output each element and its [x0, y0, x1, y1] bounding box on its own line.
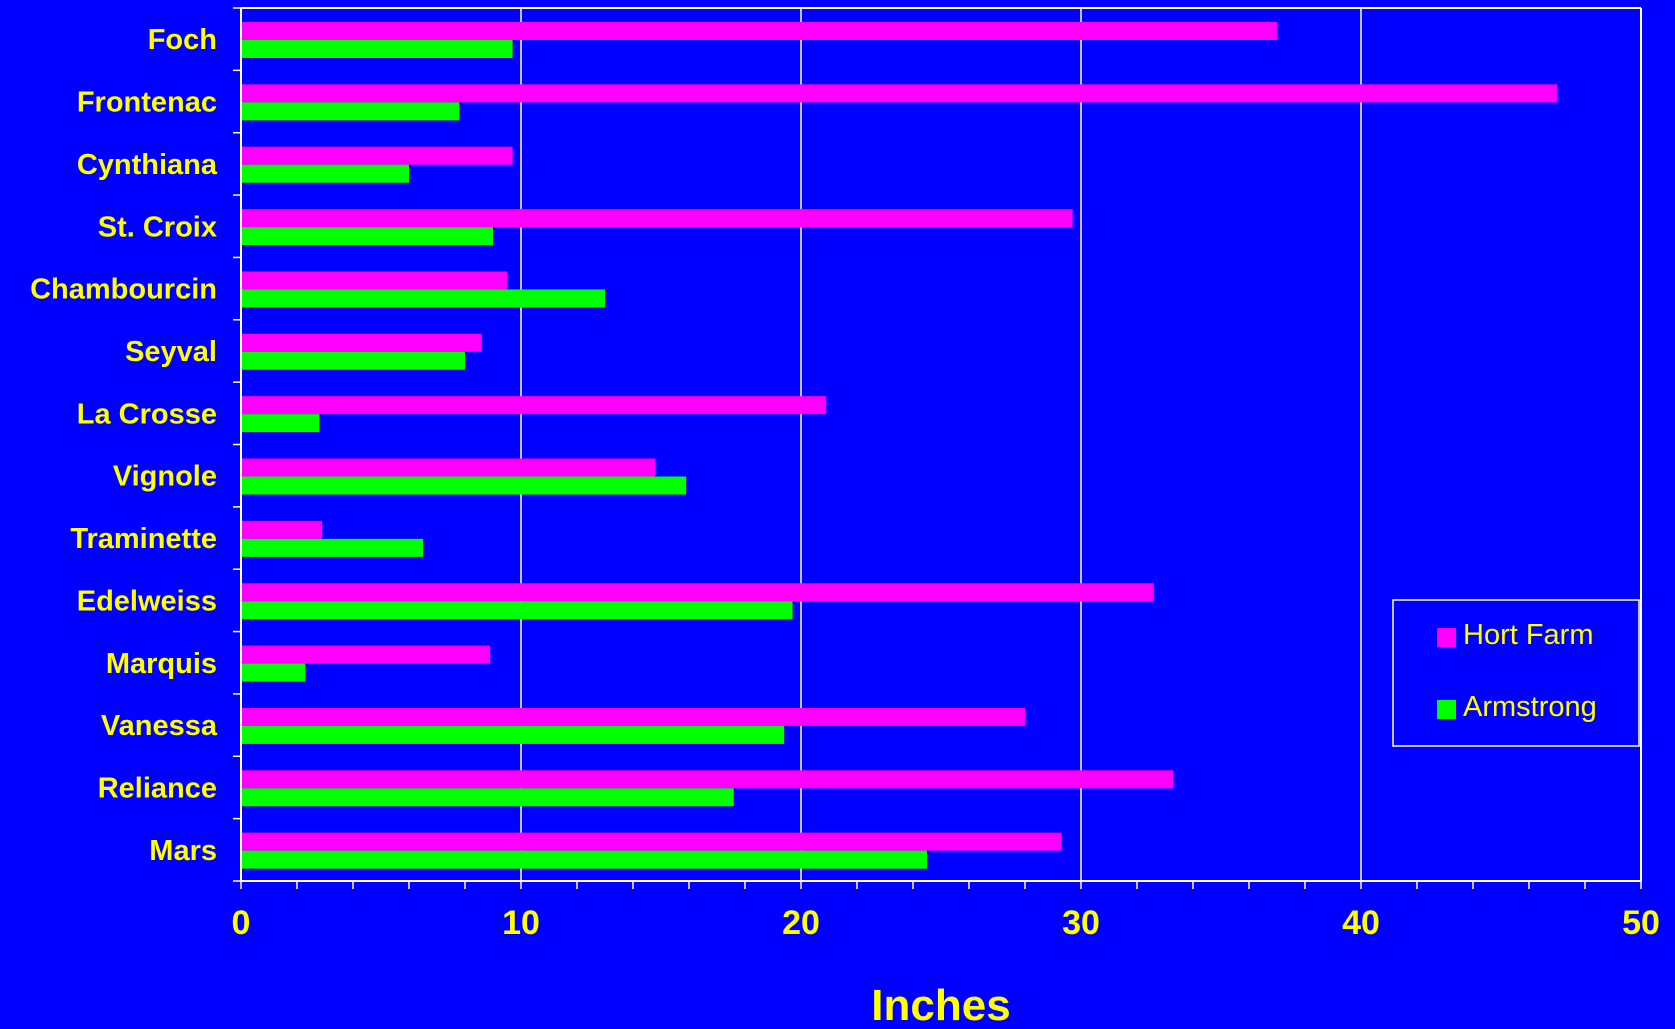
- category-labels: Foch Frontenac Cynthiana St. Croix Chambourc…: [30, 24, 218, 867]
- gridlines: [520, 8, 1642, 881]
- x-axis-title: Inches: [871, 981, 1010, 1029]
- bar-armstrong: [241, 601, 793, 620]
- bar-hort-farm: [241, 458, 656, 477]
- bar-hort-farm: [241, 396, 827, 415]
- bar-hort-farm: [241, 645, 491, 664]
- bar-armstrong: [241, 351, 465, 370]
- bar-armstrong: [241, 289, 605, 308]
- x-tick-label: 0: [232, 904, 251, 942]
- bar-hort-farm: [241, 22, 1277, 40]
- category-label: Cynthiana: [77, 149, 218, 181]
- bar-armstrong: [241, 414, 320, 433]
- category-label: Seyval: [125, 336, 217, 368]
- bar-armstrong: [241, 164, 409, 183]
- bar-armstrong: [241, 476, 687, 495]
- legend-swatch: [1437, 628, 1456, 647]
- bar-hort-farm: [241, 84, 1557, 103]
- legend-label: Armstrong: [1463, 691, 1597, 723]
- bar-armstrong: [241, 40, 513, 58]
- x-tick-label: 40: [1342, 904, 1380, 942]
- bar-hort-farm: [241, 520, 323, 539]
- bar-armstrong: [241, 725, 785, 744]
- category-label: Chambourcin: [30, 274, 217, 306]
- category-label: Traminette: [70, 523, 217, 555]
- legend-label: Hort Farm: [1463, 619, 1594, 651]
- bar-armstrong: [241, 850, 927, 869]
- bar-armstrong: [241, 102, 460, 121]
- bar-hort-farm: [241, 333, 482, 352]
- bar-hort-farm: [241, 209, 1073, 228]
- category-label: Vanessa: [101, 710, 218, 742]
- category-label: Foch: [148, 24, 217, 56]
- bar-hort-farm: [241, 583, 1154, 602]
- bar-hort-farm: [241, 707, 1025, 726]
- bar-armstrong: [241, 538, 423, 557]
- category-label: Vignole: [113, 461, 217, 493]
- bar-armstrong: [241, 788, 734, 807]
- legend: Hort Farm Armstrong: [1392, 599, 1640, 747]
- x-tick-label: 20: [782, 904, 820, 942]
- bar-hort-farm: [241, 832, 1062, 851]
- bar-armstrong: [241, 227, 493, 246]
- category-label: St. Croix: [98, 211, 217, 243]
- x-tick-label: 10: [502, 904, 540, 942]
- bar-armstrong: [241, 663, 306, 682]
- bar-hort-farm: [241, 770, 1174, 789]
- x-tick-label: 30: [1062, 904, 1100, 942]
- bar-hort-farm: [241, 271, 507, 290]
- legend-swatch: [1437, 700, 1456, 719]
- bars: [241, 22, 1557, 869]
- category-label: Mars: [149, 835, 217, 867]
- category-label: La Crosse: [77, 398, 217, 430]
- x-tick-label: 50: [1622, 904, 1660, 942]
- category-label: Reliance: [98, 772, 217, 804]
- axes: [233, 7, 1642, 889]
- category-label: Edelweiss: [77, 585, 217, 617]
- legend-box: [1392, 599, 1640, 747]
- x-tick-labels: 0 10 20 30 40 50: [232, 904, 1660, 942]
- category-label: Frontenac: [77, 87, 217, 119]
- category-label: Marquis: [106, 648, 217, 680]
- bar-hort-farm: [241, 146, 513, 165]
